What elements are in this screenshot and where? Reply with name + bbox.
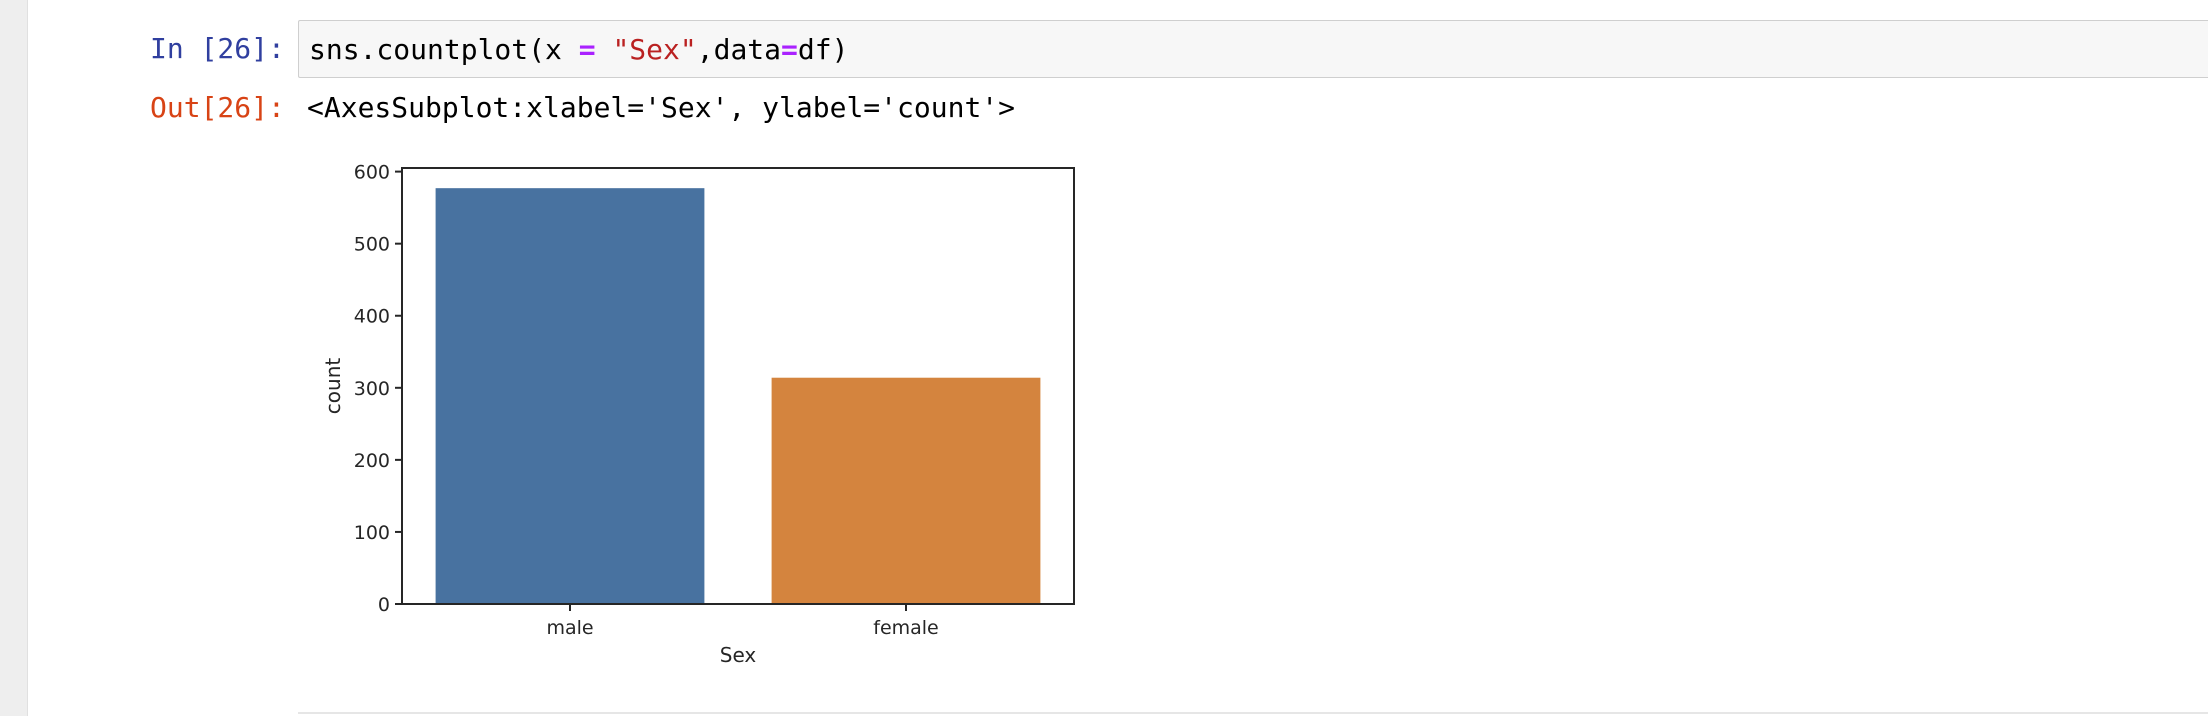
code-token-op: = — [578, 33, 596, 66]
x-axis-label: Sex — [720, 643, 757, 667]
y-tick-label: 200 — [354, 450, 390, 472]
cell-bottom-border — [298, 712, 2208, 714]
y-tick-label: 500 — [354, 234, 390, 256]
code-token-plain: df) — [797, 33, 849, 66]
x-tick-label: male — [546, 617, 593, 639]
y-axis-label: count — [321, 358, 345, 415]
output-text: <AxesSubplot:xlabel='Sex', ylabel='count… — [307, 91, 1016, 124]
code-input-cell[interactable]: sns.countplot(x = "Sex",data=df) — [298, 20, 2208, 78]
y-tick-label: 400 — [354, 306, 390, 328]
code-token-plain — [596, 33, 613, 66]
code-text[interactable]: sns.countplot(x = "Sex",data=df) — [309, 30, 848, 70]
code-token-plain: sns.countplot(x — [309, 33, 579, 66]
code-token-plain: ,data — [696, 33, 782, 66]
bar-male — [435, 188, 705, 604]
x-tick-label: female — [873, 617, 939, 639]
y-tick-label: 600 — [354, 162, 390, 184]
output-prompt: Out[26]: — [150, 91, 285, 124]
bar-female — [771, 377, 1041, 604]
input-prompt: In [26]: — [150, 32, 285, 65]
code-token-op: = — [781, 33, 798, 66]
y-tick-label: 0 — [378, 594, 390, 616]
y-tick-label: 100 — [354, 522, 390, 544]
countplot-chart: 0 100 200 300 400 500 600 male female Sex count — [300, 148, 1100, 678]
chart-svg: 0 100 200 300 400 500 600 male female Sex count — [321, 162, 1075, 667]
code-token-str: "Sex" — [612, 33, 697, 66]
left-gutter — [0, 0, 28, 716]
y-tick-label: 300 — [354, 378, 390, 400]
axes-frame — [401, 167, 1075, 605]
